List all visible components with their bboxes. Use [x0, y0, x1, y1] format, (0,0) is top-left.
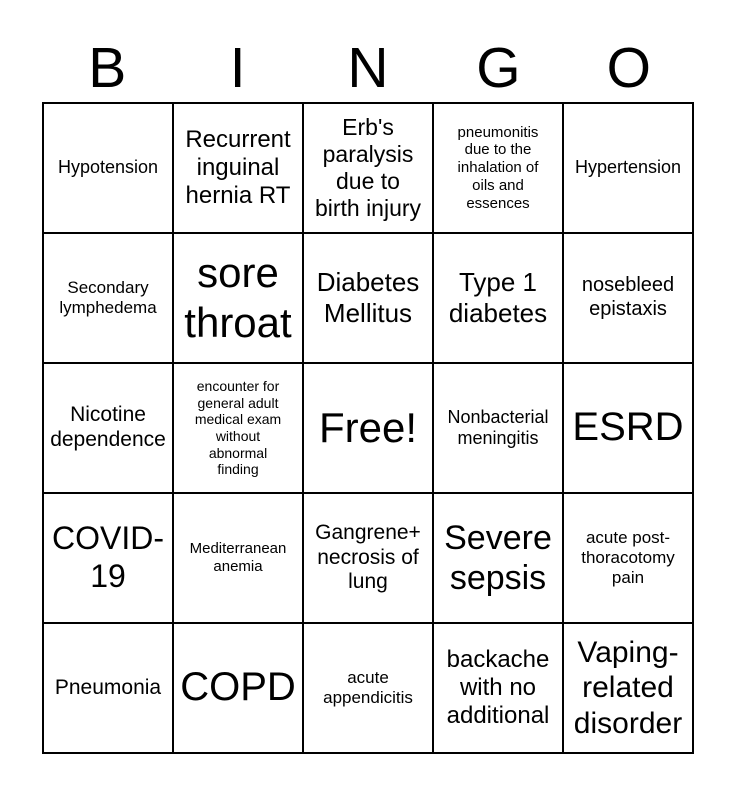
- cell-label: acute appendicitis: [323, 667, 413, 707]
- cell-label: Gangrene+ necrosis of lung: [315, 520, 421, 594]
- cell-label: Secondary lymphedema: [59, 277, 157, 317]
- cell-label: Recurrent inguinal hernia RT: [185, 125, 291, 210]
- bingo-cell[interactable]: pneumonitis due to the inhalation of oil…: [434, 104, 562, 232]
- bingo-cell[interactable]: Nonbacterial meningitis: [434, 364, 562, 492]
- cell-label: Nonbacterial meningitis: [447, 406, 549, 448]
- cell-label: COVID-19: [52, 520, 164, 594]
- title-letter-b: B: [88, 36, 127, 100]
- title-letter-n: N: [347, 36, 389, 100]
- title-letter-o: O: [606, 36, 651, 100]
- bingo-cell[interactable]: encounter for general adult medical exam…: [174, 364, 302, 492]
- cell-label: acute post-thoracotomy pain: [581, 527, 675, 588]
- bingo-cell[interactable]: Type 1 diabetes: [434, 234, 562, 362]
- bingo-title: B I N G O: [42, 38, 694, 98]
- bingo-cell[interactable]: Hypertension: [564, 104, 692, 232]
- bingo-cell[interactable]: Secondary lymphedema: [44, 234, 172, 362]
- bingo-cell[interactable]: Mediterranean anemia: [174, 494, 302, 622]
- bingo-cell[interactable]: Erb's paralysis due to birth injury: [304, 104, 432, 232]
- bingo-cell[interactable]: ESRD: [564, 364, 692, 492]
- cell-label: Diabetes Mellitus: [316, 267, 420, 328]
- title-letter-i: I: [229, 36, 246, 100]
- cell-label: pneumonitis due to the inhalation of oil…: [457, 123, 539, 212]
- cell-label: backache with no additional: [446, 645, 550, 730]
- cell-label: Hypotension: [57, 157, 159, 178]
- bingo-cell[interactable]: COPD: [174, 624, 302, 752]
- bingo-cell[interactable]: acute appendicitis: [304, 624, 432, 752]
- bingo-cell[interactable]: backache with no additional: [434, 624, 562, 752]
- bingo-cell[interactable]: Nicotine dependence: [44, 364, 172, 492]
- cell-label: Severe sepsis: [444, 518, 552, 597]
- bingo-cell[interactable]: Pneumonia: [44, 624, 172, 752]
- bingo-cell[interactable]: Severe sepsis: [434, 494, 562, 622]
- cell-label: Pneumonia: [54, 675, 162, 699]
- cell-label: Erb's paralysis due to birth injury: [314, 113, 422, 222]
- cell-label: Vaping-related disorder: [573, 635, 683, 740]
- cell-label: Mediterranean anemia: [189, 540, 287, 575]
- cell-label: Nicotine dependence: [50, 403, 166, 451]
- bingo-cell[interactable]: Recurrent inguinal hernia RT: [174, 104, 302, 232]
- cell-label: ESRD: [572, 405, 684, 450]
- bingo-cell[interactable]: COVID-19: [44, 494, 172, 622]
- cell-label: Type 1 diabetes: [448, 267, 548, 328]
- bingo-cell[interactable]: Gangrene+ necrosis of lung: [304, 494, 432, 622]
- bingo-cell[interactable]: acute post-thoracotomy pain: [564, 494, 692, 622]
- bingo-cell[interactable]: Hypotension: [44, 104, 172, 232]
- title-letter-g: G: [476, 36, 521, 100]
- bingo-cell[interactable]: Diabetes Mellitus: [304, 234, 432, 362]
- bingo-cell[interactable]: Vaping-related disorder: [564, 624, 692, 752]
- bingo-board: Hypotension Recurrent inguinal hernia RT…: [42, 102, 694, 754]
- bingo-cell[interactable]: sore throat: [174, 234, 302, 362]
- cell-label: sore throat: [184, 249, 292, 346]
- free-cell[interactable]: Free!: [304, 364, 432, 492]
- cell-label: encounter for general adult medical exam…: [194, 378, 282, 478]
- cell-label: Hypertension: [574, 157, 682, 178]
- cell-label: COPD: [180, 665, 296, 710]
- free-cell-label: Free!: [318, 404, 418, 452]
- bingo-cell[interactable]: nosebleed epistaxis: [564, 234, 692, 362]
- cell-label: nosebleed epistaxis: [581, 274, 675, 320]
